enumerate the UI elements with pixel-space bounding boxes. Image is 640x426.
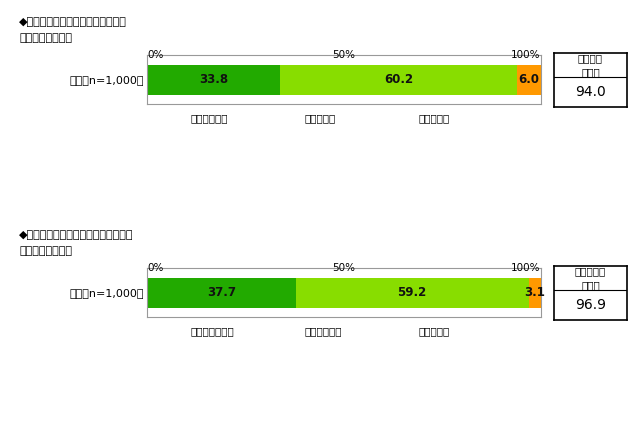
Text: 50%: 50%	[333, 263, 355, 273]
Text: 3.1: 3.1	[524, 286, 545, 299]
Bar	[147, 278, 296, 308]
Text: 33.8: 33.8	[199, 73, 228, 86]
Text: 全体［n=1,000］: 全体［n=1,000］	[70, 75, 144, 85]
Text: 50%: 50%	[333, 50, 355, 60]
Text: 積極的にしたい: 積極的にしたい	[191, 326, 234, 336]
Text: 0%: 0%	[147, 50, 164, 60]
Text: （単一回答形式）: （単一回答形式）	[19, 246, 72, 256]
Text: 94.0: 94.0	[575, 85, 606, 99]
Text: 少しはしたい: 少しはしたい	[305, 326, 342, 336]
Bar	[296, 278, 529, 308]
Text: 6.0: 6.0	[518, 73, 540, 86]
Text: 少しはした: 少しはした	[305, 113, 336, 123]
Text: 37.7: 37.7	[207, 286, 236, 299]
Bar	[280, 65, 517, 95]
Text: 100%: 100%	[511, 263, 541, 273]
Text: 96.9: 96.9	[575, 298, 606, 312]
Text: 60.2: 60.2	[384, 73, 413, 86]
Text: 100%: 100%	[511, 50, 541, 60]
Bar	[529, 278, 541, 308]
Text: 節電した
（計）: 節電した （計）	[578, 53, 603, 77]
Text: 59.2: 59.2	[397, 286, 427, 299]
Text: （単一回答形式）: （単一回答形式）	[19, 33, 72, 43]
Bar	[517, 65, 541, 95]
Text: 積極的にした: 積極的にした	[191, 113, 228, 123]
Text: 全体［n=1,000］: 全体［n=1,000］	[70, 288, 144, 298]
Text: ◆昨年の夏に家庭で節電を行ったか: ◆昨年の夏に家庭で節電を行ったか	[19, 17, 127, 27]
Bar	[147, 65, 280, 95]
Text: しなかった: しなかった	[419, 113, 450, 123]
Text: 0%: 0%	[147, 263, 164, 273]
Text: 節電したい
（計）: 節電したい （計）	[575, 266, 606, 290]
Text: ◆今年の夏に家庭で節電を行いたいか: ◆今年の夏に家庭で節電を行いたいか	[19, 230, 134, 240]
Text: したくない: したくない	[419, 326, 450, 336]
